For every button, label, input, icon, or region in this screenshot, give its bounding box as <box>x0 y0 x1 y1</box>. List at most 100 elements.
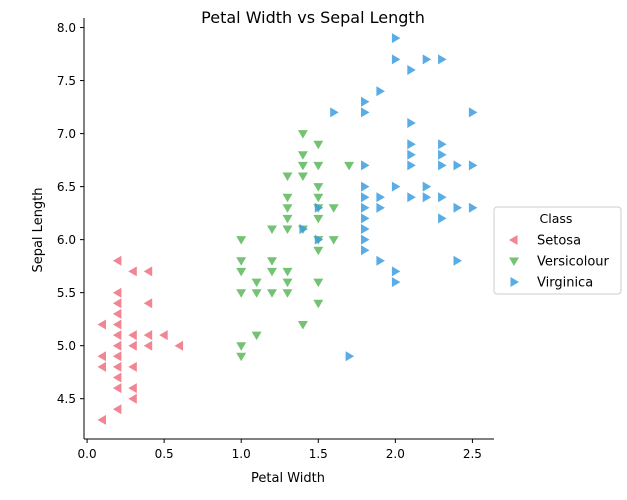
point-virginica <box>407 160 416 171</box>
point-versicolour <box>313 278 324 288</box>
point-setosa <box>97 351 106 362</box>
point-virginica <box>438 213 447 224</box>
x-tick-label: 2.0 <box>386 447 405 461</box>
point-versicolour <box>251 331 262 341</box>
point-setosa <box>112 308 122 319</box>
point-virginica <box>468 160 478 171</box>
point-virginica <box>345 351 355 362</box>
point-virginica <box>330 107 339 118</box>
point-virginica <box>299 224 308 234</box>
point-versicolour <box>313 193 324 203</box>
legend-marker-versicolour <box>509 257 519 266</box>
point-setosa <box>112 351 122 362</box>
point-setosa <box>128 361 137 372</box>
y-tick-label: 4.5 <box>57 392 76 406</box>
point-virginica <box>422 54 432 65</box>
legend-entries: Setosa Versicolour Virginica <box>509 234 610 291</box>
x-tick-label: 2.5 <box>463 447 482 461</box>
x-tick-label: 0.5 <box>155 447 174 461</box>
point-versicolour <box>251 289 262 298</box>
point-setosa <box>97 361 106 372</box>
point-setosa <box>112 287 122 298</box>
point-virginica <box>438 149 447 160</box>
point-virginica <box>422 181 432 192</box>
point-versicolour <box>313 299 324 309</box>
point-virginica <box>376 192 385 203</box>
point-virginica <box>438 139 447 150</box>
point-virginica <box>361 181 370 192</box>
point-setosa <box>112 319 122 330</box>
point-versicolour <box>297 321 308 330</box>
y-tick-label: 6.0 <box>57 233 76 247</box>
point-versicolour <box>328 204 339 213</box>
legend-title: Class <box>540 211 573 226</box>
point-virginica <box>361 96 370 107</box>
point-setosa <box>112 404 122 415</box>
y-tick-label: 5.0 <box>57 339 76 353</box>
point-setosa <box>128 340 137 351</box>
point-versicolour <box>267 225 277 234</box>
point-setosa <box>112 361 122 372</box>
y-tick-label: 7.0 <box>57 127 76 141</box>
point-versicolour <box>236 342 247 351</box>
point-virginica <box>376 86 385 97</box>
point-versicolour <box>251 278 262 288</box>
y-tick-label: 7.5 <box>57 74 76 88</box>
point-versicolour <box>313 214 324 224</box>
point-virginica <box>407 118 416 128</box>
x-tick-label: 1.5 <box>309 447 328 461</box>
point-virginica <box>453 160 462 171</box>
point-setosa <box>159 330 168 341</box>
legend-label-setosa: Setosa <box>537 234 581 249</box>
point-versicolour <box>344 161 355 171</box>
point-versicolour <box>267 289 277 298</box>
point-virginica <box>376 255 385 266</box>
x-tick-label: 1.0 <box>232 447 251 461</box>
point-virginica <box>314 234 324 245</box>
point-setosa <box>112 383 122 394</box>
point-versicolour <box>267 267 277 277</box>
point-virginica <box>438 192 447 203</box>
y-tick-label: 5.5 <box>57 286 76 300</box>
point-versicolour <box>282 204 293 213</box>
point-virginica <box>361 224 370 234</box>
point-virginica <box>391 33 401 44</box>
point-setosa <box>112 330 122 341</box>
point-virginica <box>391 277 401 288</box>
point-virginica <box>438 54 447 65</box>
point-virginica <box>361 107 370 118</box>
point-setosa <box>143 340 153 351</box>
point-virginica <box>391 54 401 65</box>
y-axis-label: Sepal Length <box>31 187 46 272</box>
point-virginica <box>361 234 370 245</box>
point-setosa <box>112 298 122 309</box>
point-setosa <box>97 319 106 330</box>
legend-marker-virginica <box>510 277 519 287</box>
point-virginica <box>361 192 370 203</box>
point-versicolour <box>236 267 247 277</box>
legend-label-virginica: Virginica <box>537 276 593 291</box>
point-versicolour <box>297 130 308 139</box>
point-virginica <box>361 245 370 256</box>
legend-marker-setosa <box>509 235 518 245</box>
point-virginica <box>391 266 401 277</box>
point-virginica <box>453 255 462 266</box>
point-versicolour <box>297 161 308 171</box>
point-versicolour <box>267 257 277 266</box>
point-setosa <box>112 372 122 383</box>
point-setosa <box>174 340 184 351</box>
point-setosa <box>97 414 106 425</box>
point-virginica <box>361 202 370 213</box>
point-virginica <box>376 202 385 213</box>
point-versicolour <box>282 278 293 288</box>
point-virginica <box>314 202 324 213</box>
point-virginica <box>453 202 462 213</box>
point-virginica <box>468 202 478 213</box>
legend: Class Setosa Versicolour Virginica <box>493 206 622 295</box>
point-versicolour <box>282 193 293 203</box>
point-virginica <box>361 213 370 224</box>
legend-box <box>493 206 622 295</box>
point-versicolour <box>236 236 247 245</box>
point-virginica <box>391 181 401 192</box>
